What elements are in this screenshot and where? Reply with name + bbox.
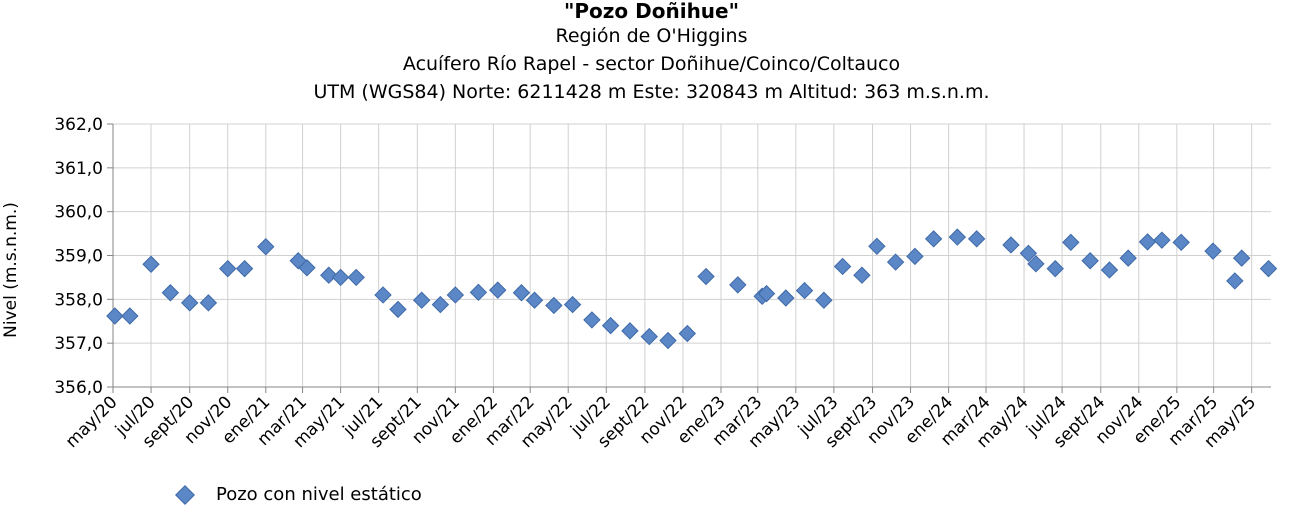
chart-subtitle-aquifer: Acuífero Río Rapel - sector Doñihue/Coin… xyxy=(402,53,901,75)
data-point xyxy=(729,276,747,294)
data-point xyxy=(601,316,620,335)
y-tick-label: 362,0 xyxy=(54,115,103,135)
data-point xyxy=(1153,231,1171,249)
data-point xyxy=(320,266,338,284)
data-point xyxy=(1204,242,1222,260)
data-point xyxy=(1019,244,1038,263)
data-point xyxy=(659,331,677,350)
data-point xyxy=(347,268,365,287)
data-point xyxy=(815,291,833,309)
data-point xyxy=(235,259,254,278)
data-point xyxy=(1226,272,1244,290)
data-point xyxy=(1062,233,1080,252)
data-point xyxy=(489,281,507,299)
data-point xyxy=(1172,233,1190,252)
y-tick-label: 358,0 xyxy=(54,290,103,310)
data-point xyxy=(219,259,237,278)
data-point xyxy=(563,295,582,314)
data-point xyxy=(678,324,697,343)
data-point xyxy=(853,266,871,284)
data-point xyxy=(374,286,392,304)
data-point xyxy=(1081,252,1099,270)
data-point xyxy=(1232,249,1251,267)
grid-lines xyxy=(112,123,1271,388)
y-tick-label: 356,0 xyxy=(54,378,103,398)
data-point xyxy=(583,311,601,329)
data-point xyxy=(106,307,124,325)
data-point xyxy=(257,238,275,256)
data-point xyxy=(1119,249,1137,267)
chart-subtitle-coordinates: UTM (WGS84) Norte: 6211428 m Este: 32084… xyxy=(313,81,990,103)
data-point xyxy=(886,253,905,271)
y-axis-label: Nivel (m.s.n.m.) xyxy=(1,202,21,338)
data-point xyxy=(697,267,715,286)
data-point xyxy=(331,268,350,287)
y-tick-labels: 356,0 357,0 358,0 359,0 360,0 361,0 362,0 xyxy=(54,115,103,398)
data-point xyxy=(906,247,924,266)
data-point xyxy=(1100,261,1119,279)
data-point xyxy=(1027,255,1045,273)
data-points xyxy=(106,228,1278,350)
data-point xyxy=(469,283,488,302)
data-point xyxy=(446,286,465,304)
data-point xyxy=(512,284,531,302)
data-point xyxy=(298,259,316,277)
data-point xyxy=(1138,233,1157,251)
data-point xyxy=(757,284,776,303)
data-point xyxy=(924,230,943,248)
data-point xyxy=(389,300,407,319)
data-point xyxy=(1002,236,1020,254)
legend: Pozo con nivel estático xyxy=(175,484,422,505)
data-point xyxy=(948,228,967,246)
data-point xyxy=(967,230,986,248)
data-point xyxy=(833,257,852,276)
data-point xyxy=(777,289,795,307)
data-point xyxy=(412,291,431,309)
y-tick-label: 359,0 xyxy=(54,247,103,267)
data-point xyxy=(621,322,639,340)
data-point xyxy=(1259,259,1278,278)
data-point xyxy=(795,281,814,300)
data-point xyxy=(431,295,450,314)
data-point xyxy=(525,291,544,309)
data-point xyxy=(545,296,563,315)
legend-label: Pozo con nivel estático xyxy=(216,484,422,505)
axes xyxy=(107,123,1271,393)
data-point xyxy=(868,237,886,256)
x-tick-labels: may/20jul/20sept/20nov/20ene/21mar/21may… xyxy=(62,392,1260,452)
chart-subtitle-region: Región de O'Higgins xyxy=(555,25,748,47)
data-point xyxy=(199,294,218,312)
data-point xyxy=(121,307,139,325)
data-point xyxy=(1046,259,1064,278)
data-point xyxy=(180,294,199,312)
data-point xyxy=(640,327,658,346)
data-point xyxy=(142,255,160,273)
chart-titles: "Pozo Doñihue" Región de O'Higgins Acuíf… xyxy=(0,0,1297,108)
chart-title: "Pozo Doñihue" xyxy=(563,0,740,23)
y-tick-label: 357,0 xyxy=(54,334,103,354)
legend-diamond-icon xyxy=(175,484,195,505)
x-tick-label: may/20 xyxy=(62,392,122,452)
y-tick-label: 361,0 xyxy=(54,159,103,179)
y-tick-label: 360,0 xyxy=(54,203,103,223)
data-point xyxy=(161,284,180,302)
